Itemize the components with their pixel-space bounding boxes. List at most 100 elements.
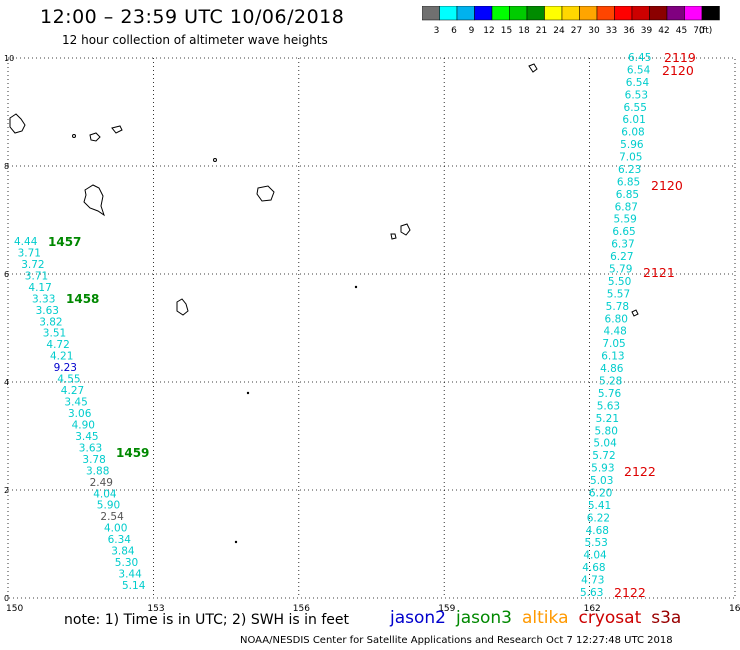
swh-value: 5.76: [598, 388, 622, 400]
colorbar-label: 45: [676, 26, 687, 36]
swh-value: 6.85: [617, 176, 640, 188]
map-subtitle: 12 hour collection of altimeter wave hei…: [62, 33, 328, 47]
colorbar-label: 33: [606, 26, 617, 36]
satellite-legend: jason2 jason3 altika cryosat s3a: [390, 608, 691, 628]
island-dot: [246, 391, 250, 395]
swh-value: 3.71: [25, 270, 48, 282]
swh-value: 5.14: [122, 580, 146, 592]
swh-value: 6.54: [626, 77, 650, 89]
island-shape: [89, 132, 101, 142]
swh-value: 5.93: [591, 463, 614, 475]
swh-value: 4.68: [586, 525, 609, 537]
swh-value: 3.44: [118, 569, 142, 581]
swh-value: 4.00: [104, 523, 127, 535]
x-tick-label: 162: [584, 604, 601, 614]
swh-value: 5.30: [115, 557, 138, 569]
island-shape: [390, 233, 397, 240]
pass-time: 2119: [664, 50, 696, 65]
pass-time: 2122: [624, 464, 656, 479]
x-tick-label: 153: [147, 604, 164, 614]
satellite-jason3: jason3: [456, 608, 512, 628]
island-shape: [256, 185, 275, 202]
colorbar-swatch: [701, 6, 720, 21]
swh-value: 6.08: [621, 127, 644, 139]
swh-value: 2.54: [100, 511, 124, 523]
swh-value: 5.57: [607, 288, 630, 300]
swh-value: 6.34: [108, 534, 132, 546]
swh-value: 4.17: [28, 282, 51, 294]
swh-value: 4.55: [57, 374, 80, 386]
colorbar-label: 6: [451, 26, 457, 36]
swh-value: 6.37: [611, 239, 634, 251]
swh-value: 4.04: [583, 550, 607, 562]
island-shape: [400, 223, 411, 236]
swh-value: 6.53: [625, 89, 648, 101]
island-shape: [111, 125, 123, 134]
swh-value: 5.03: [590, 475, 613, 487]
island-shape: [176, 298, 189, 316]
swh-value: 4.27: [61, 385, 84, 397]
swh-value: 6.87: [615, 201, 638, 213]
swh-value: 4.90: [72, 419, 95, 431]
pass-time: 1457: [48, 235, 81, 249]
pass-time: 2120: [651, 178, 683, 193]
swh-value: 6.01: [622, 114, 645, 126]
swh-value: 3.06: [68, 408, 92, 420]
island-shape: [528, 63, 538, 73]
x-tick-label: 150: [6, 604, 23, 614]
swh-value: 4.21: [50, 351, 73, 363]
swh-value: 3.51: [43, 328, 66, 340]
colorbar-label: (ft): [699, 26, 713, 36]
colorbar-label: 39: [641, 26, 653, 36]
swh-value: 4.04: [93, 488, 117, 500]
colorbar-label: 24: [553, 26, 565, 36]
y-tick-label: 0: [4, 594, 9, 603]
y-tick-label: 4: [4, 378, 9, 387]
swh-value: 5.50: [608, 276, 631, 288]
swh-value: 5.90: [97, 500, 120, 512]
swh-value: 6.85: [616, 189, 639, 201]
island-dot: [213, 158, 217, 162]
swh-value: 5.78: [606, 301, 629, 313]
island-dot: [354, 285, 358, 289]
swh-value: 4.86: [600, 363, 624, 375]
swh-value: 6.20: [589, 487, 612, 499]
swh-value: 6.22: [587, 512, 610, 524]
colorbar-label: 18: [518, 26, 530, 36]
swh-value: 7.05: [602, 338, 625, 350]
swh-value: 4.68: [582, 562, 605, 574]
island-dot: [72, 134, 76, 138]
swh-value: 6.23: [618, 164, 641, 176]
swh-value: 4.73: [581, 575, 604, 587]
colorbar-label: 3: [434, 26, 440, 36]
axis-tick-labels: 150 153 156 159 162 165 0 2 4 6 8 10: [4, 54, 740, 614]
swh-value: 6.27: [610, 251, 633, 263]
swh-value: 5.59: [613, 214, 636, 226]
y-tick-label: 2: [4, 486, 9, 495]
satellite-cryosat: cryosat: [578, 608, 642, 628]
pass-time: 2120: [662, 63, 694, 78]
island-shape: [9, 113, 26, 134]
map-title: 12:00 – 23:59 UTC 10/06/2018: [40, 6, 345, 28]
colorbar-label: 12: [483, 26, 494, 36]
swh-value: 5.21: [596, 413, 619, 425]
swh-value: 3.33: [32, 293, 55, 305]
satellite-altika: altika: [522, 608, 569, 628]
x-tick-label: 159: [438, 604, 455, 614]
swh-value: 6.54: [627, 64, 651, 76]
pass-time: 1459: [116, 446, 149, 460]
swh-value: 4.48: [603, 326, 626, 338]
y-tick-label: 10: [4, 54, 14, 63]
x-tick-label: 156: [293, 604, 310, 614]
colorbar-label: 15: [501, 26, 512, 36]
swh-value: 6.45: [628, 52, 651, 64]
swh-value: 3.72: [21, 259, 44, 271]
swh-value: 6.13: [601, 351, 624, 363]
swh-value: 3.45: [64, 397, 87, 409]
swh-value: 3.63: [36, 305, 59, 317]
swh-value: 5.80: [595, 425, 618, 437]
swh-value: 6.55: [624, 102, 647, 114]
swh-value: 3.78: [82, 454, 105, 466]
colorbar-label: 21: [536, 26, 547, 36]
